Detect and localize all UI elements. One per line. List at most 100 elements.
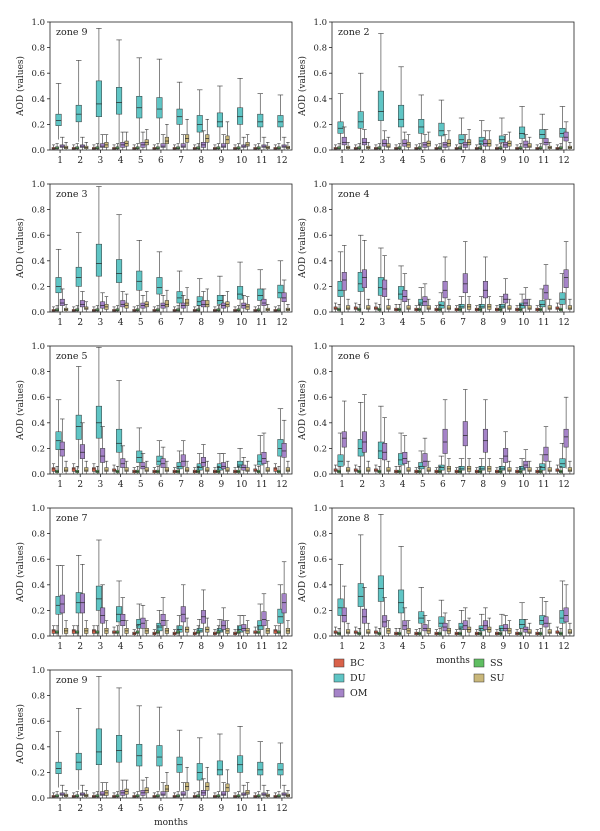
x-tick-label: 6 <box>158 318 164 328</box>
box-du <box>95 728 102 765</box>
box-om <box>180 143 186 148</box>
y-tick-label: 0.0 <box>31 308 45 318</box>
x-tick-label: 8 <box>198 804 204 814</box>
box-su <box>164 784 169 792</box>
box-su <box>487 139 492 147</box>
box-om <box>120 300 126 308</box>
box-su <box>205 467 210 472</box>
box-om <box>341 431 347 448</box>
x-tick-label: 7 <box>178 480 184 490</box>
x-tick-label: 7 <box>460 480 466 490</box>
y-tick-label: 0.2 <box>313 444 327 454</box>
x-tick-label: 4 <box>400 156 406 166</box>
y-tick-label: 0.8 <box>31 368 45 378</box>
box-om <box>281 443 287 458</box>
y-tick-label: 1.0 <box>313 342 327 352</box>
x-tick-label: 4 <box>400 642 406 652</box>
x-tick-label: 11 <box>538 318 549 328</box>
x-tick-label: 3 <box>98 156 104 166</box>
box-su <box>426 467 431 472</box>
box-du <box>418 119 425 134</box>
box-su <box>64 467 69 472</box>
box-su <box>406 305 411 310</box>
x-tick-label: 3 <box>98 642 104 652</box>
y-axis-label: AOD (values) <box>15 704 26 765</box>
box-su <box>164 136 169 144</box>
box-om <box>221 791 227 796</box>
x-tick-label: 1 <box>57 318 63 328</box>
box-su <box>507 305 512 310</box>
box-om <box>160 458 166 468</box>
box-om <box>402 289 408 303</box>
x-tick-label: 12 <box>558 642 569 652</box>
box-om <box>180 791 186 796</box>
box-du <box>539 129 546 139</box>
y-tick-label: 0.2 <box>31 606 45 616</box>
y-tick-label: 0.8 <box>313 530 327 540</box>
x-tick-label: 11 <box>256 480 267 490</box>
x-tick-label: 12 <box>276 318 287 328</box>
x-tick-label: 11 <box>256 804 267 814</box>
box-om <box>382 139 388 147</box>
x-tick-label: 5 <box>420 642 426 652</box>
box-om <box>382 279 388 297</box>
x-tick-label: 4 <box>118 318 124 328</box>
box-du <box>357 111 364 129</box>
box-om <box>543 138 549 146</box>
chart-title: zone 9 <box>56 27 88 38</box>
x-tick-label: 4 <box>118 804 124 814</box>
box-su <box>366 305 371 310</box>
x-tick-label: 8 <box>480 156 486 166</box>
box-du <box>257 113 264 128</box>
box-om <box>543 616 549 628</box>
chart-title: zone 6 <box>338 351 370 362</box>
box-om <box>422 453 428 467</box>
box-om <box>79 300 85 308</box>
x-tick-label: 10 <box>236 804 248 814</box>
box-du <box>95 243 102 277</box>
box-su <box>144 467 149 472</box>
box-du <box>337 454 344 467</box>
box-du <box>136 743 143 767</box>
box-su <box>185 467 190 472</box>
y-tick-label: 0.2 <box>31 282 45 292</box>
x-tick-label: 10 <box>518 480 530 490</box>
x-tick-label: 5 <box>138 804 144 814</box>
x-tick-label: 10 <box>518 156 530 166</box>
y-tick-label: 0.2 <box>31 768 45 778</box>
box-su <box>567 305 572 310</box>
box-du <box>257 761 264 776</box>
legend-swatch-su <box>473 673 485 683</box>
box-du <box>75 752 82 771</box>
y-tick-label: 0.6 <box>31 555 45 565</box>
x-tick-label: 6 <box>440 642 446 652</box>
box-du <box>237 755 244 773</box>
legend-label-du: DU <box>350 673 366 684</box>
y-tick-label: 0.2 <box>313 120 327 130</box>
y-tick-label: 0.6 <box>313 555 327 565</box>
x-tick-label: 6 <box>158 156 164 166</box>
box-om <box>180 454 186 467</box>
box-om <box>503 448 509 463</box>
box-su <box>84 467 89 472</box>
legend-label-om: OM <box>350 688 368 699</box>
box-bc <box>273 629 278 634</box>
box-du <box>196 763 203 781</box>
y-tick-label: 0.0 <box>313 470 327 480</box>
box-du <box>377 90 384 121</box>
y-tick-label: 0.0 <box>313 146 327 156</box>
x-tick-label: 1 <box>57 642 63 652</box>
x-tick-label: 8 <box>480 642 486 652</box>
box-om <box>523 298 529 306</box>
x-tick-label: 5 <box>138 642 144 652</box>
x-tick-label: 7 <box>460 642 466 652</box>
box-om <box>361 269 367 288</box>
box-du <box>95 405 102 439</box>
box-du <box>75 104 82 123</box>
box-om <box>563 428 569 448</box>
box-om <box>341 607 347 623</box>
y-tick-label: 0.0 <box>313 632 327 642</box>
